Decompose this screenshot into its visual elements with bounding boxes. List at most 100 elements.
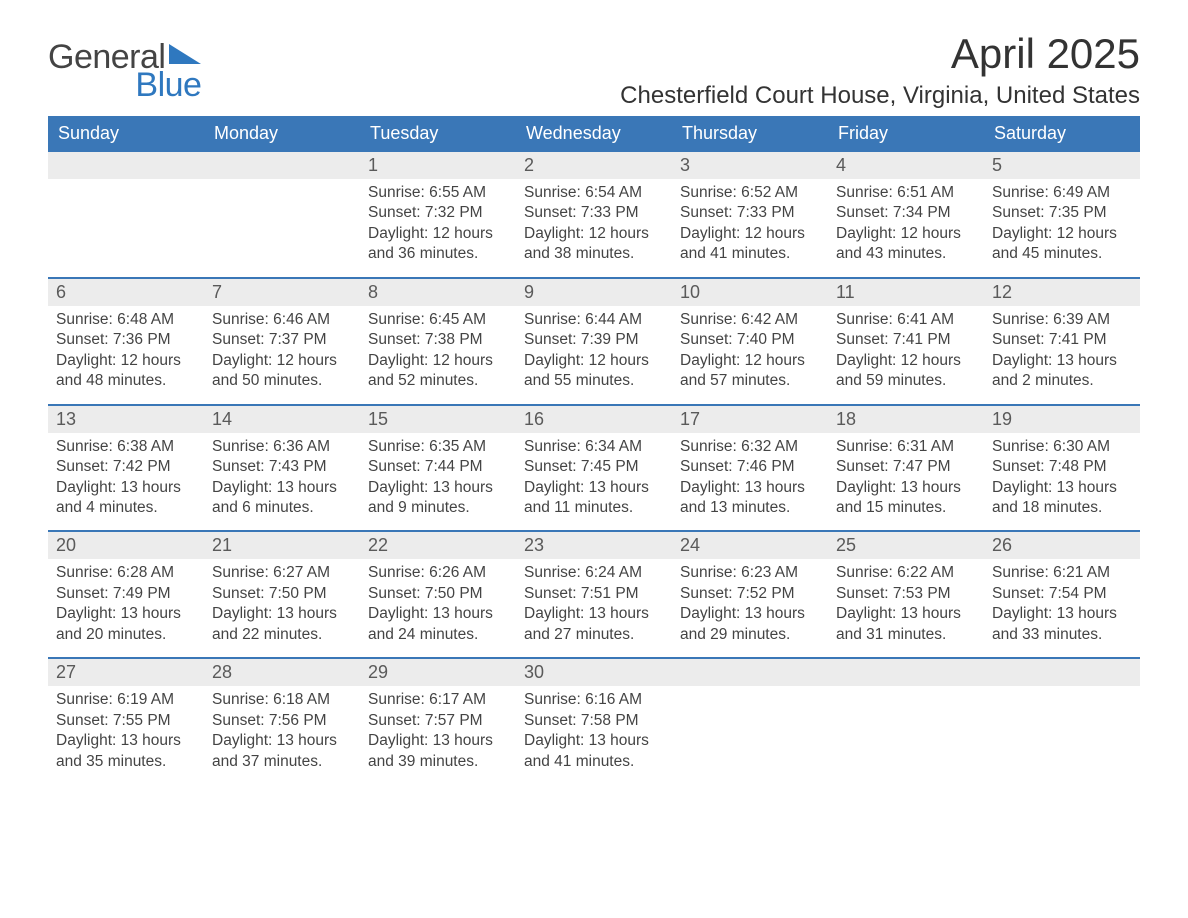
day-header: Monday [204, 116, 360, 152]
day-number: 26 [984, 532, 1140, 559]
daylight-text: Daylight: 13 hours and 20 minutes. [56, 604, 196, 645]
day-number: 28 [204, 659, 360, 686]
sunrise-text: Sunrise: 6:23 AM [680, 563, 820, 583]
sunset-text: Sunset: 7:58 PM [524, 711, 664, 731]
calendar-day: 9 Sunrise: 6:44 AMSunset: 7:39 PMDaylight… [516, 279, 672, 404]
daylight-text: Daylight: 13 hours and 24 minutes. [368, 604, 508, 645]
sunrise-text: Sunrise: 6:51 AM [836, 183, 976, 203]
daylight-text: Daylight: 13 hours and 37 minutes. [212, 731, 352, 772]
page-header: General Blue April 2025 Chesterfield Cou… [48, 30, 1140, 110]
calendar-day: 22 Sunrise: 6:26 AMSunset: 7:50 PMDayligh… [360, 532, 516, 657]
calendar-day: 26Sunrise: 6:21 AMSunset: 7:54 PMDayligh… [984, 532, 1140, 657]
sunset-text: Sunset: 7:32 PM [368, 203, 508, 223]
day-details: Sunrise: 6:35 AMSunset: 7:44 PMDaylight:… [360, 437, 516, 519]
calendar-day [204, 152, 360, 277]
daylight-text: Daylight: 12 hours and 36 minutes. [368, 224, 508, 265]
day-details: Sunrise: 6:44 AMSunset: 7:39 PMDaylight:… [516, 310, 672, 392]
daylight-text: Daylight: 13 hours and 6 minutes. [212, 478, 352, 519]
daylight-text: Daylight: 13 hours and 4 minutes. [56, 478, 196, 519]
sunset-text: Sunset: 7:51 PM [524, 584, 664, 604]
calendar-day: 6Sunrise: 6:48 AMSunset: 7:36 PMDaylight… [48, 279, 204, 404]
day-number: 16 [516, 406, 672, 433]
calendar-day: 30Sunrise: 6:16 AMSunset: 7:58 PMDayligh… [516, 659, 672, 784]
daylight-text: Daylight: 13 hours and 18 minutes. [992, 478, 1132, 519]
sunrise-text: Sunrise: 6:46 AM [212, 310, 352, 330]
calendar-day: 15Sunrise: 6:35 AMSunset: 7:44 PMDayligh… [360, 406, 516, 531]
sunrise-text: Sunrise: 6:41 AM [836, 310, 976, 330]
calendar-week: 27Sunrise: 6:19 AMSunset: 7:55 PMDayligh… [48, 657, 1140, 784]
daylight-text: Daylight: 12 hours and 48 minutes. [56, 351, 196, 392]
sunrise-text: Sunrise: 6:24 AM [524, 563, 664, 583]
sunset-text: Sunset: 7:55 PM [56, 711, 196, 731]
day-number: 8 [360, 279, 516, 306]
day-details: Sunrise: 6:48 AMSunset: 7:36 PMDaylight:… [48, 310, 204, 392]
day-details: Sunrise: 6:52 AMSunset: 7:33 PMDaylight:… [672, 183, 828, 265]
sunrise-text: Sunrise: 6:16 AM [524, 690, 664, 710]
sunrise-text: Sunrise: 6:44 AM [524, 310, 664, 330]
sunrise-text: Sunrise: 6:45 AM [368, 310, 508, 330]
day-details: Sunrise: 6:26 AMSunset: 7:50 PMDaylight:… [360, 563, 516, 645]
day-number: 1 [360, 152, 516, 179]
day-number: 12 [984, 279, 1140, 306]
day-details: Sunrise: 6:39 AMSunset: 7:41 PMDaylight:… [984, 310, 1140, 392]
day-details: Sunrise: 6:24 AMSunset: 7:51 PMDaylight:… [516, 563, 672, 645]
sunrise-text: Sunrise: 6:55 AM [368, 183, 508, 203]
day-number: 9 [516, 279, 672, 306]
sunset-text: Sunset: 7:54 PM [992, 584, 1132, 604]
calendar-day: 17Sunrise: 6:32 AMSunset: 7:46 PMDayligh… [672, 406, 828, 531]
calendar-day [672, 659, 828, 784]
daylight-text: Daylight: 12 hours and 38 minutes. [524, 224, 664, 265]
sunset-text: Sunset: 7:52 PM [680, 584, 820, 604]
daylight-text: Daylight: 12 hours and 59 minutes. [836, 351, 976, 392]
calendar-head-row: Sunday Monday Tuesday Wednesday Thursday… [48, 116, 1140, 152]
calendar-day [828, 659, 984, 784]
daylight-text: Daylight: 13 hours and 2 minutes. [992, 351, 1132, 392]
sunrise-text: Sunrise: 6:17 AM [368, 690, 508, 710]
day-number [48, 152, 204, 179]
calendar-day: 1 Sunrise: 6:55 AMSunset: 7:32 PMDaylight… [360, 152, 516, 277]
day-number [984, 659, 1140, 686]
daylight-text: Daylight: 13 hours and 29 minutes. [680, 604, 820, 645]
sunrise-text: Sunrise: 6:52 AM [680, 183, 820, 203]
day-number: 7 [204, 279, 360, 306]
daylight-text: Daylight: 12 hours and 43 minutes. [836, 224, 976, 265]
daylight-text: Daylight: 12 hours and 55 minutes. [524, 351, 664, 392]
sunrise-text: Sunrise: 6:38 AM [56, 437, 196, 457]
day-header: Tuesday [360, 116, 516, 152]
calendar-day: 19Sunrise: 6:30 AMSunset: 7:48 PMDayligh… [984, 406, 1140, 531]
brand-triangle-icon [169, 44, 201, 68]
day-details: Sunrise: 6:34 AMSunset: 7:45 PMDaylight:… [516, 437, 672, 519]
day-number: 4 [828, 152, 984, 179]
day-number: 22 [360, 532, 516, 559]
calendar-day: 4Sunrise: 6:51 AMSunset: 7:34 PMDaylight… [828, 152, 984, 277]
sunset-text: Sunset: 7:53 PM [836, 584, 976, 604]
calendar-week: 20Sunrise: 6:28 AMSunset: 7:49 PMDayligh… [48, 530, 1140, 657]
sunset-text: Sunset: 7:39 PM [524, 330, 664, 350]
calendar: Sunday Monday Tuesday Wednesday Thursday… [48, 116, 1140, 784]
sunrise-text: Sunrise: 6:35 AM [368, 437, 508, 457]
day-details: Sunrise: 6:16 AMSunset: 7:58 PMDaylight:… [516, 690, 672, 772]
daylight-text: Daylight: 13 hours and 15 minutes. [836, 478, 976, 519]
day-details: Sunrise: 6:18 AMSunset: 7:56 PMDaylight:… [204, 690, 360, 772]
day-number [672, 659, 828, 686]
day-number: 5 [984, 152, 1140, 179]
calendar-day: 12 Sunrise: 6:39 AMSunset: 7:41 PMDayligh… [984, 279, 1140, 404]
day-number: 11 [828, 279, 984, 306]
sunset-text: Sunset: 7:43 PM [212, 457, 352, 477]
day-details: Sunrise: 6:42 AMSunset: 7:40 PMDaylight:… [672, 310, 828, 392]
sunset-text: Sunset: 7:44 PM [368, 457, 508, 477]
day-details: Sunrise: 6:19 AMSunset: 7:55 PMDaylight:… [48, 690, 204, 772]
day-details: Sunrise: 6:22 AMSunset: 7:53 PMDaylight:… [828, 563, 984, 645]
daylight-text: Daylight: 13 hours and 11 minutes. [524, 478, 664, 519]
sunrise-text: Sunrise: 6:31 AM [836, 437, 976, 457]
sunset-text: Sunset: 7:35 PM [992, 203, 1132, 223]
calendar-day: 5Sunrise: 6:49 AMSunset: 7:35 PMDaylight… [984, 152, 1140, 277]
daylight-text: Daylight: 13 hours and 35 minutes. [56, 731, 196, 772]
calendar-day: 7Sunrise: 6:46 AMSunset: 7:37 PMDaylight… [204, 279, 360, 404]
brand-text-blue: Blue [48, 68, 201, 102]
calendar-day: 18Sunrise: 6:31 AMSunset: 7:47 PMDayligh… [828, 406, 984, 531]
day-details: Sunrise: 6:54 AMSunset: 7:33 PMDaylight:… [516, 183, 672, 265]
day-number: 17 [672, 406, 828, 433]
sunset-text: Sunset: 7:40 PM [680, 330, 820, 350]
daylight-text: Daylight: 12 hours and 52 minutes. [368, 351, 508, 392]
